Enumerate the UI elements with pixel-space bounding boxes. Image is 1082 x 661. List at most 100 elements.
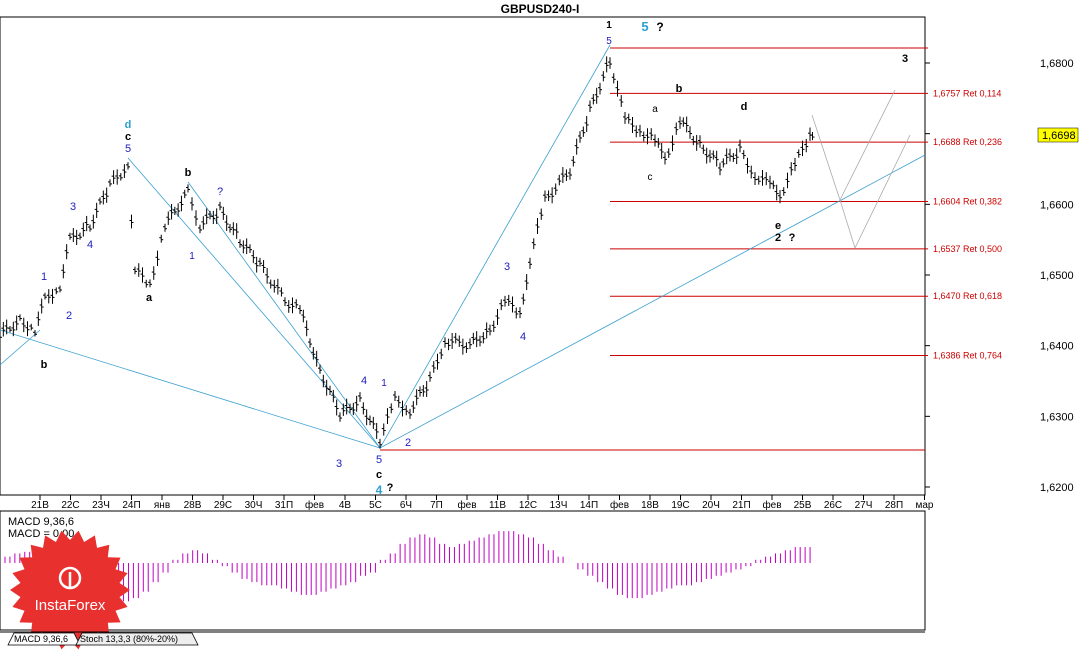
y-tick-label: 1,6500 xyxy=(1040,270,1074,282)
x-tick-label: 22С xyxy=(61,500,79,511)
wave-label: d xyxy=(125,119,132,131)
macd-value-label: MACD = 0,00 xyxy=(8,528,74,540)
current-price-box xyxy=(1037,127,1079,143)
x-tick-label: янв xyxy=(154,500,170,511)
wave-label: 1 xyxy=(381,378,387,389)
wave-label: 3 xyxy=(504,261,510,273)
wave-label: 2 xyxy=(66,310,72,322)
wave-label: 1 xyxy=(189,251,195,262)
projection-line xyxy=(854,134,911,249)
trend-line xyxy=(187,181,381,449)
trend-lines xyxy=(0,44,926,449)
x-tick-label: 23Ч xyxy=(92,500,110,511)
x-tick-label: 31П xyxy=(275,500,293,511)
wave-label: 5 xyxy=(125,143,131,155)
wave-label: c xyxy=(648,172,653,183)
x-tick-label: 18В xyxy=(641,500,659,511)
y-tick-label: 1,6600 xyxy=(1040,199,1074,211)
wave-label: 2 xyxy=(775,232,781,244)
projection-line xyxy=(839,89,896,201)
y-tick-label: 1,6800 xyxy=(1040,58,1074,70)
wave-label: 2 xyxy=(405,437,411,449)
price-bars xyxy=(0,56,815,449)
x-tick-label: 19С xyxy=(671,500,689,511)
trend-line xyxy=(0,329,41,366)
x-axis-ticks: 21В 22С 23Ч 24П янв 28В 29С 30Ч 31П фев 4В 5С 6Ч 7П фе… xyxy=(31,495,934,511)
fib-level-label: 1,6688 Ret 0,236 xyxy=(933,137,1002,147)
wave-label: 1 xyxy=(41,271,47,283)
fib-level-label: 1,6386 Ret 0,764 xyxy=(933,351,1002,361)
x-tick-label: 29С xyxy=(214,500,232,511)
wave-label: ? xyxy=(387,482,394,494)
macd-title: MACD 9,36,6 xyxy=(8,516,74,528)
wave-label: a xyxy=(146,292,153,304)
trend-line xyxy=(379,44,611,449)
y-tick-label: 1,6200 xyxy=(1040,482,1074,494)
y-axis-ticks: 1,68001,67001,66001,65001,64001,63001,62… xyxy=(925,58,1074,494)
wave-label: 3 xyxy=(70,201,76,213)
wave-label: c xyxy=(125,131,131,143)
wave-label: 5 xyxy=(641,19,648,34)
current-price-label: 1,6698 xyxy=(1042,130,1076,142)
chart-title: GBPUSD240-I xyxy=(501,2,580,16)
wave-label: e xyxy=(775,220,781,232)
x-tick-label: 12С xyxy=(519,500,537,511)
y-tick-label: 1,6400 xyxy=(1040,341,1074,353)
fib-levels: 1,6757 Ret 0,114 1,6688 Ret 0,236 1,6604 R… xyxy=(380,47,1002,451)
x-tick-label: 26С xyxy=(824,500,842,511)
x-tick-label: фев xyxy=(305,499,324,511)
x-tick-label: 20Ч xyxy=(702,500,720,511)
wave-label: 1 xyxy=(606,20,612,31)
logo-badge-shape xyxy=(10,530,130,650)
y-tick-label: 1,6300 xyxy=(1040,411,1074,423)
wave-label: 4 xyxy=(520,331,526,343)
wave-label: b xyxy=(676,83,683,95)
wave-label: 5 xyxy=(376,454,382,466)
x-tick-label: 28П xyxy=(885,500,903,511)
tab-stoch[interactable]: Stoch 13,3,3 (80%-20%) xyxy=(75,632,199,646)
wave-label: 4 xyxy=(361,375,367,387)
wave-label: 3 xyxy=(336,458,342,470)
x-tick-label: 14П xyxy=(580,500,598,511)
fib-level-label: 1,6604 Ret 0,382 xyxy=(933,197,1002,207)
tab-macd-label: MACD 9,36,6 xyxy=(14,634,68,644)
tab-stoch-label: Stoch 13,3,3 (80%-20%) xyxy=(80,634,178,644)
x-tick-label: 28В xyxy=(184,500,202,511)
indicator-panel-frame xyxy=(0,510,926,631)
wave-label: b xyxy=(41,359,48,371)
x-tick-label: фев xyxy=(457,499,476,511)
instaforex-logo: InstaForex xyxy=(10,530,130,650)
wave-label: b xyxy=(185,167,192,179)
x-tick-label: 6Ч xyxy=(400,500,412,511)
x-tick-label: 7П xyxy=(430,500,443,511)
wave-label: 3 xyxy=(902,53,908,65)
x-tick-label: фев xyxy=(762,499,781,511)
x-tick-label: 27Ч xyxy=(855,500,873,511)
price-panel-frame xyxy=(0,16,926,496)
wave-label: ? xyxy=(789,232,796,244)
tab-macd[interactable]: MACD 9,36,6 xyxy=(7,632,81,646)
x-tick-label: 25В xyxy=(794,500,812,511)
wave-label: 4 xyxy=(376,483,383,497)
wave-label: d xyxy=(741,101,748,113)
logo-text: InstaForex xyxy=(35,597,106,614)
fib-level-label: 1,6757 Ret 0,114 xyxy=(933,88,1001,98)
wave-label: a xyxy=(652,104,658,115)
fib-level-label: 1,6470 Ret 0,618 xyxy=(933,291,1002,301)
x-tick-label: 4В xyxy=(339,500,352,511)
wave-label: ? xyxy=(656,20,663,34)
projection-line xyxy=(811,114,841,201)
trend-line xyxy=(127,157,381,449)
x-tick-label: мар xyxy=(916,500,934,511)
wave-label: 4 xyxy=(87,239,93,251)
x-tick-label: 30Ч xyxy=(245,500,263,511)
wave-label: c xyxy=(376,469,382,481)
x-tick-label: 11В xyxy=(489,500,506,511)
x-tick-label: фев xyxy=(610,499,629,511)
x-tick-label: 21П xyxy=(732,500,750,511)
trend-line xyxy=(379,154,926,449)
x-tick-label: 24П xyxy=(122,500,140,511)
trend-line xyxy=(0,329,381,449)
wave-label: 5 xyxy=(606,36,612,47)
